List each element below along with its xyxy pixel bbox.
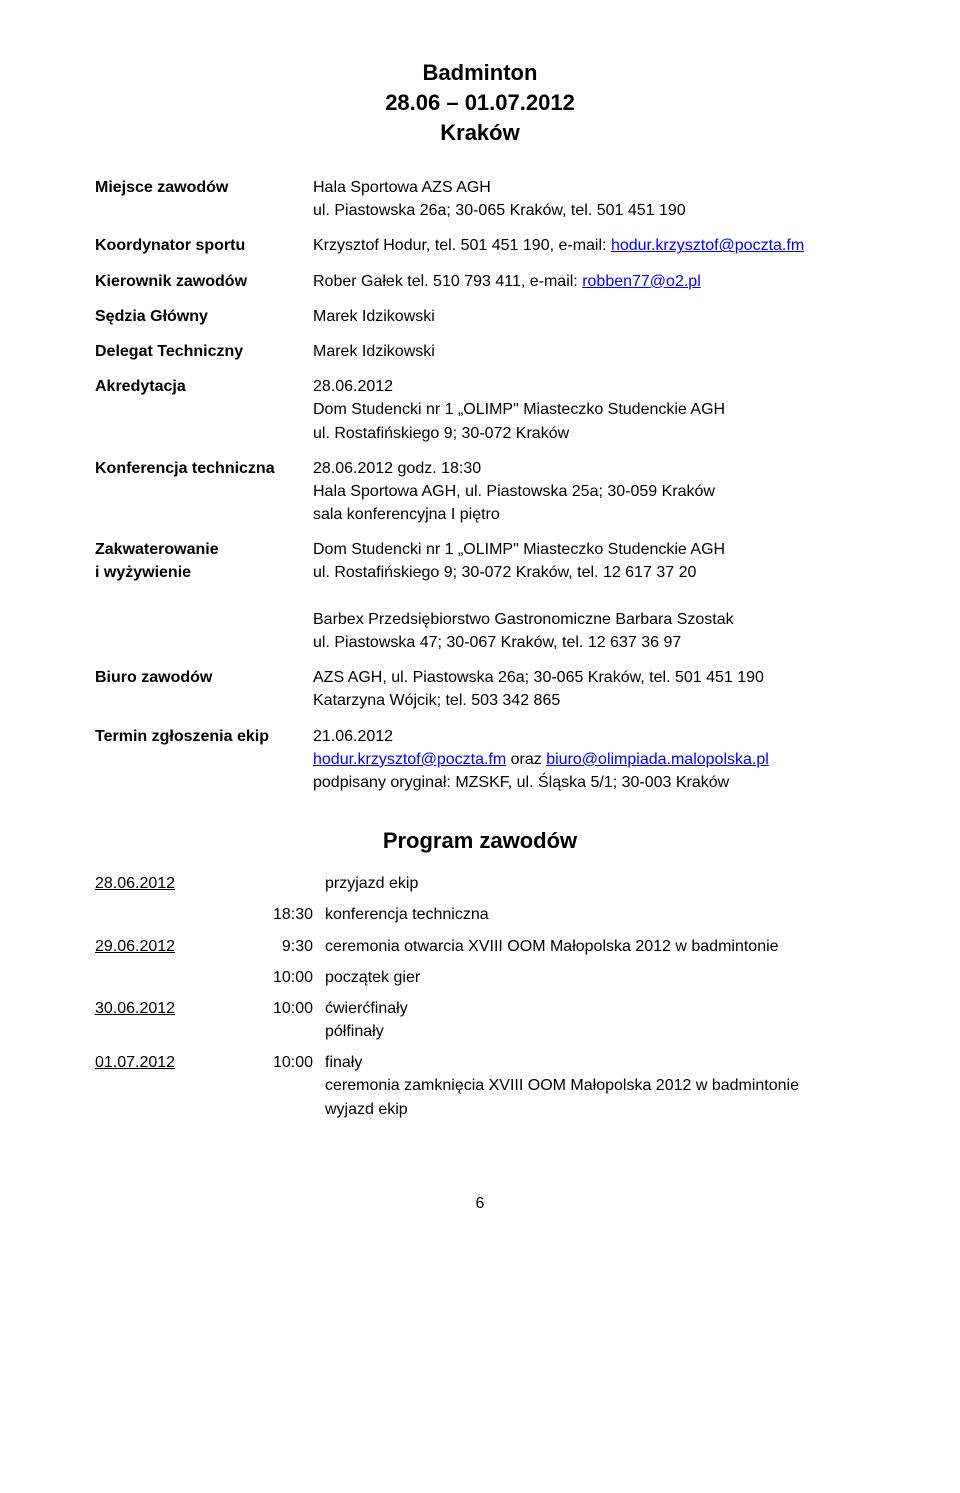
miejsce-label: Miejsce zawodów bbox=[95, 170, 313, 228]
table-row: Zakwaterowanie i wyżywienie Dom Studenck… bbox=[95, 532, 865, 660]
schedule-date bbox=[95, 899, 245, 930]
text-line: ul. Piastowska 26a; 30-065 Kraków, tel. … bbox=[313, 202, 686, 219]
kierownik-label: Kierownik zawodów bbox=[95, 264, 313, 299]
zakwaterowanie-value: Dom Studencki nr 1 „OLIMP" Miasteczko St… bbox=[313, 532, 865, 660]
termin-label: Termin zgłoszenia ekip bbox=[95, 719, 313, 801]
text-line: 21.06.2012 bbox=[313, 728, 393, 745]
event-city: Kraków bbox=[95, 120, 865, 146]
table-row: Akredytacja 28.06.2012 Dom Studencki nr … bbox=[95, 369, 865, 451]
akredytacja-label: Akredytacja bbox=[95, 369, 313, 451]
table-row: Konferencja techniczna 28.06.2012 godz. … bbox=[95, 451, 865, 533]
text-line: Katarzyna Wójcik; tel. 503 342 865 bbox=[313, 692, 560, 709]
text-line: Dom Studencki nr 1 „OLIMP" Miasteczko St… bbox=[313, 401, 725, 418]
schedule-time: 10:00 bbox=[245, 1047, 325, 1125]
schedule-time bbox=[245, 868, 325, 899]
text-line: ul. Piastowska 47; 30-067 Kraków, tel. 1… bbox=[313, 634, 681, 651]
delegat-value: Marek Idzikowski bbox=[313, 334, 865, 369]
table-row: Termin zgłoszenia ekip 21.06.2012 hodur.… bbox=[95, 719, 865, 801]
page-number: 6 bbox=[95, 1195, 865, 1213]
table-row: Delegat Techniczny Marek Idzikowski bbox=[95, 334, 865, 369]
koordynator-value: Krzysztof Hodur, tel. 501 451 190, e-mai… bbox=[313, 228, 865, 263]
schedule-row: 01.07.201210:00finałyceremonia zamknięci… bbox=[95, 1047, 865, 1125]
event-dates: 28.06 – 01.07.2012 bbox=[95, 90, 865, 116]
text-line: ul. Rostafińskiego 9; 30-072 Kraków, tel… bbox=[313, 564, 696, 581]
text-line: Hala Sportowa AZS AGH bbox=[313, 179, 491, 196]
text-line: Hala Sportowa AGH, ul. Piastowska 25a; 3… bbox=[313, 483, 715, 500]
text-line: sala konferencyjna I piętro bbox=[313, 506, 500, 523]
table-row: Miejsce zawodów Hala Sportowa AZS AGH ul… bbox=[95, 170, 865, 228]
text-line: ul. Rostafińskiego 9; 30-072 Kraków bbox=[313, 425, 569, 442]
text-line: 28.06.2012 bbox=[313, 378, 393, 395]
schedule-time: 10:00 bbox=[245, 962, 325, 993]
schedule-table: 28.06.2012 przyjazd ekip18:30konferencja … bbox=[95, 868, 865, 1125]
table-row: Sędzia Główny Marek Idzikowski bbox=[95, 299, 865, 334]
text-line: Rober Gałek tel. 510 793 411, e-mail: bbox=[313, 273, 582, 290]
kierownik-value: Rober Gałek tel. 510 793 411, e-mail: ro… bbox=[313, 264, 865, 299]
table-row: Koordynator sportu Krzysztof Hodur, tel.… bbox=[95, 228, 865, 263]
konferencja-value: 28.06.2012 godz. 18:30 Hala Sportowa AGH… bbox=[313, 451, 865, 533]
schedule-time: 18:30 bbox=[245, 899, 325, 930]
schedule-date: 29.06.2012 bbox=[95, 931, 245, 962]
text-line: podpisany oryginał: MZSKF, ul. Śląska 5/… bbox=[313, 774, 729, 791]
email-link[interactable]: biuro@olimpiada.malopolska.pl bbox=[546, 751, 769, 768]
schedule-row: 29.06.20129:30ceremonia otwarcia XVIII O… bbox=[95, 931, 865, 962]
delegat-label: Delegat Techniczny bbox=[95, 334, 313, 369]
table-row: Kierownik zawodów Rober Gałek tel. 510 7… bbox=[95, 264, 865, 299]
schedule-date: 01.07.2012 bbox=[95, 1047, 245, 1125]
schedule-desc: finałyceremonia zamknięcia XVIII OOM Mał… bbox=[325, 1047, 865, 1125]
schedule-desc: ceremonia otwarcia XVIII OOM Małopolska … bbox=[325, 931, 865, 962]
text-line: Zakwaterowanie bbox=[95, 541, 219, 558]
info-table: Miejsce zawodów Hala Sportowa AZS AGH ul… bbox=[95, 170, 865, 800]
sedzia-label: Sędzia Główny bbox=[95, 299, 313, 334]
schedule-desc: ćwierćfinałypółfinały bbox=[325, 993, 865, 1047]
biuro-label: Biuro zawodów bbox=[95, 660, 313, 718]
text-line: i wyżywienie bbox=[95, 564, 191, 581]
email-link[interactable]: robben77@o2.pl bbox=[582, 273, 701, 290]
schedule-time: 9:30 bbox=[245, 931, 325, 962]
schedule-row: 18:30konferencja techniczna bbox=[95, 899, 865, 930]
schedule-date: 28.06.2012 bbox=[95, 868, 245, 899]
schedule-date: 30.06.2012 bbox=[95, 993, 245, 1047]
text-line: Dom Studencki nr 1 „OLIMP" Miasteczko St… bbox=[313, 541, 725, 558]
koordynator-label: Koordynator sportu bbox=[95, 228, 313, 263]
text-inline: oraz bbox=[506, 751, 546, 768]
sport-title: Badminton bbox=[95, 60, 865, 86]
email-link[interactable]: hodur.krzysztof@poczta.fm bbox=[611, 237, 804, 254]
table-row: Biuro zawodów AZS AGH, ul. Piastowska 26… bbox=[95, 660, 865, 718]
text-line: Krzysztof Hodur, tel. 501 451 190, e-mai… bbox=[313, 237, 611, 254]
email-link[interactable]: hodur.krzysztof@poczta.fm bbox=[313, 751, 506, 768]
text-line: AZS AGH, ul. Piastowska 26a; 30-065 Krak… bbox=[313, 669, 764, 686]
schedule-date bbox=[95, 962, 245, 993]
biuro-value: AZS AGH, ul. Piastowska 26a; 30-065 Krak… bbox=[313, 660, 865, 718]
akredytacja-value: 28.06.2012 Dom Studencki nr 1 „OLIMP" Mi… bbox=[313, 369, 865, 451]
text-line: 28.06.2012 godz. 18:30 bbox=[313, 460, 481, 477]
schedule-time: 10:00 bbox=[245, 993, 325, 1047]
miejsce-value: Hala Sportowa AZS AGH ul. Piastowska 26a… bbox=[313, 170, 865, 228]
program-heading: Program zawodów bbox=[95, 828, 865, 854]
page-container: Badminton 28.06 – 01.07.2012 Kraków Miej… bbox=[0, 0, 960, 1253]
schedule-row: 10:00początek gier bbox=[95, 962, 865, 993]
zakwaterowanie-label: Zakwaterowanie i wyżywienie bbox=[95, 532, 313, 660]
schedule-desc: początek gier bbox=[325, 962, 865, 993]
schedule-row: 30.06.201210:00ćwierćfinałypółfinały bbox=[95, 993, 865, 1047]
sedzia-value: Marek Idzikowski bbox=[313, 299, 865, 334]
text-line: Barbex Przedsiębiorstwo Gastronomiczne B… bbox=[313, 611, 734, 628]
schedule-desc: konferencja techniczna bbox=[325, 899, 865, 930]
konferencja-label: Konferencja techniczna bbox=[95, 451, 313, 533]
termin-value: 21.06.2012 hodur.krzysztof@poczta.fm ora… bbox=[313, 719, 865, 801]
schedule-desc: przyjazd ekip bbox=[325, 868, 865, 899]
schedule-row: 28.06.2012 przyjazd ekip bbox=[95, 868, 865, 899]
